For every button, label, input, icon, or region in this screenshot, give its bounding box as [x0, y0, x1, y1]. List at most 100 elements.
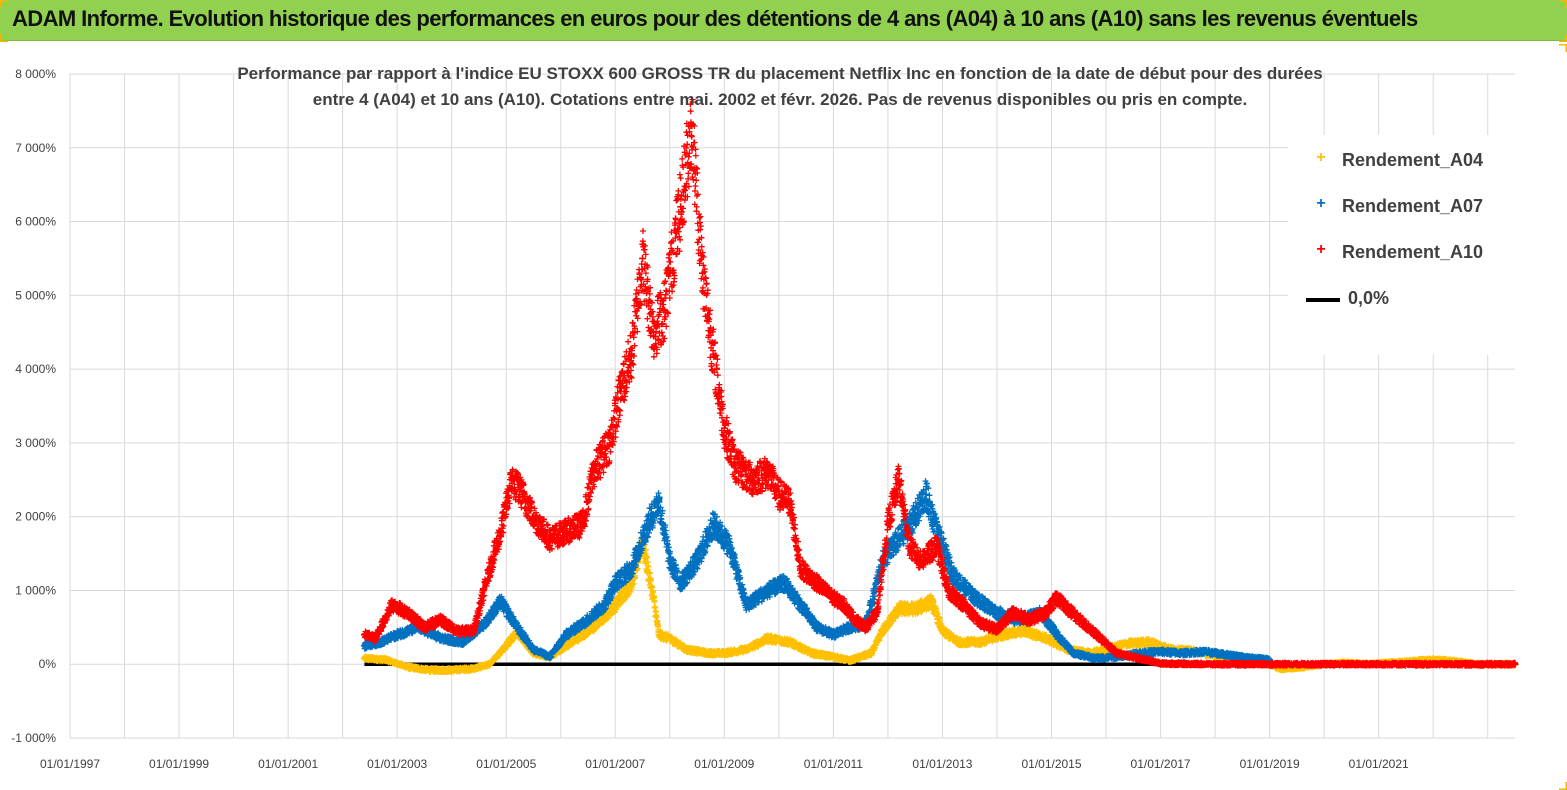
- chart-area: 8 000% 7 000% 6 000% 5 000% 4 000% 3 000% 2 00…: [0, 40, 1567, 790]
- data-point-a04: [426, 666, 434, 674]
- data-point-a04: [1146, 638, 1154, 646]
- legend-item-zero: 0,0%: [1288, 285, 1518, 313]
- data-point-a10: [720, 424, 728, 432]
- data-point-a04: [568, 638, 576, 646]
- legend-plus-a07-icon: +: [1316, 195, 1326, 212]
- data-point-a10: [606, 439, 614, 447]
- data-point-a04: [1020, 627, 1028, 635]
- data-point-a07: [1157, 648, 1165, 656]
- data-point-a07: [1244, 654, 1252, 662]
- data-point-a10: [1026, 616, 1034, 624]
- corner-marker-top-right-icon: [1559, 0, 1567, 8]
- data-point-a10: [628, 350, 636, 358]
- data-point-a10: [906, 542, 914, 550]
- data-point-a04: [666, 634, 674, 642]
- data-point-a04: [764, 634, 772, 642]
- data-point-a10: [862, 623, 870, 631]
- data-point-a04: [1042, 634, 1050, 642]
- data-point-a07: [709, 520, 717, 528]
- data-point-a04: [1124, 640, 1132, 648]
- chart-subtitle-line-2: entre 4 (A04) et 10 ans (A10). Cotations…: [313, 90, 1247, 109]
- data-point-a07: [1222, 651, 1230, 659]
- data-point-a10: [388, 601, 396, 609]
- data-point-a04: [470, 665, 478, 673]
- data-point-a10: [562, 527, 570, 535]
- data-point-a07: [562, 631, 570, 639]
- legend-plus-a10-icon: +: [1316, 241, 1326, 258]
- data-point-a10: [660, 306, 668, 314]
- y-tick-label: 6 000%: [15, 215, 56, 229]
- data-point-a07: [377, 638, 385, 646]
- data-point-a10: [1080, 620, 1088, 628]
- data-point-a10: [748, 476, 756, 484]
- data-point-a07: [579, 620, 587, 628]
- series-a07: [360, 478, 1274, 665]
- data-point-a07: [933, 527, 941, 535]
- data-point-a10: [1266, 660, 1274, 668]
- data-point-a07: [546, 653, 554, 661]
- data-point-a07: [1069, 649, 1077, 657]
- data-point-a10: [709, 350, 717, 358]
- data-point-a10: [851, 616, 859, 624]
- data-point-a10: [933, 542, 941, 550]
- data-point-a10: [775, 491, 783, 499]
- data-point-a10: [1375, 660, 1383, 668]
- data-point-a10: [1053, 594, 1061, 602]
- data-point-a10: [508, 476, 516, 484]
- data-point-a10: [813, 579, 821, 587]
- data-point-a10: [1042, 609, 1050, 617]
- data-point-a07: [611, 579, 619, 587]
- data-point-a10: [1320, 660, 1328, 668]
- data-point-a10: [589, 468, 597, 476]
- x-tick-label: 01/01/2003: [367, 757, 427, 771]
- data-point-a07: [437, 634, 445, 642]
- data-point-a10: [840, 601, 848, 609]
- data-point-a07: [497, 598, 505, 606]
- legend-label-a04: Rendement_A04: [1342, 150, 1484, 170]
- chart-legend: + Rendement_A04 + Rendement_A07 + Rendem…: [1288, 135, 1518, 355]
- data-point-a07: [846, 623, 854, 631]
- data-point-a07: [666, 557, 674, 565]
- data-point-a10: [917, 557, 925, 565]
- data-point-a04: [786, 638, 794, 646]
- data-point-a07: [644, 520, 652, 528]
- legend-item-a10: + Rendement_A10: [1288, 239, 1518, 267]
- data-point-a07: [529, 645, 537, 653]
- data-point-a10: [944, 586, 952, 594]
- x-tick-label: 01/01/2009: [694, 757, 754, 771]
- data-point-a10: [786, 498, 794, 506]
- chart-subtitle-line-1: Performance par rapport à l'indice EU ST…: [237, 64, 1322, 83]
- data-point-a07: [895, 535, 903, 543]
- data-point-a04: [720, 649, 728, 657]
- data-point-a10: [1157, 659, 1165, 667]
- x-tick-label: 01/01/2017: [1131, 757, 1191, 771]
- x-tick-label: 01/01/2019: [1240, 757, 1300, 771]
- data-point-a04: [502, 642, 510, 650]
- data-point-a04: [448, 666, 456, 674]
- data-point-a10: [764, 468, 772, 476]
- legend-item-a04: + Rendement_A04: [1288, 147, 1518, 175]
- legend-line-zero-icon: [1306, 298, 1340, 302]
- data-point-a04: [360, 654, 368, 662]
- data-point-a10: [420, 623, 428, 631]
- data-point-a10: [1097, 634, 1105, 642]
- data-point-a04: [955, 638, 963, 646]
- data-point-a07: [600, 601, 608, 609]
- data-point-a04: [868, 649, 876, 657]
- data-point-a04: [404, 663, 412, 671]
- y-tick-label: 8 000%: [15, 67, 56, 81]
- data-point-a04: [382, 656, 390, 664]
- x-tick-label: 01/01/2007: [585, 757, 645, 771]
- data-point-a04: [911, 605, 919, 613]
- x-tick-label: 01/01/2015: [1021, 757, 1081, 771]
- data-point-a07: [459, 638, 467, 646]
- data-point-a07: [480, 620, 488, 628]
- data-point-a10: [360, 631, 368, 639]
- data-point-a10: [884, 520, 892, 528]
- data-point-a10: [666, 269, 674, 277]
- data-point-a10: [1511, 660, 1519, 668]
- series-a07-markers: [361, 478, 1273, 665]
- series-layer: [360, 96, 1519, 676]
- data-point-a07: [949, 572, 957, 580]
- data-point-a07: [797, 601, 805, 609]
